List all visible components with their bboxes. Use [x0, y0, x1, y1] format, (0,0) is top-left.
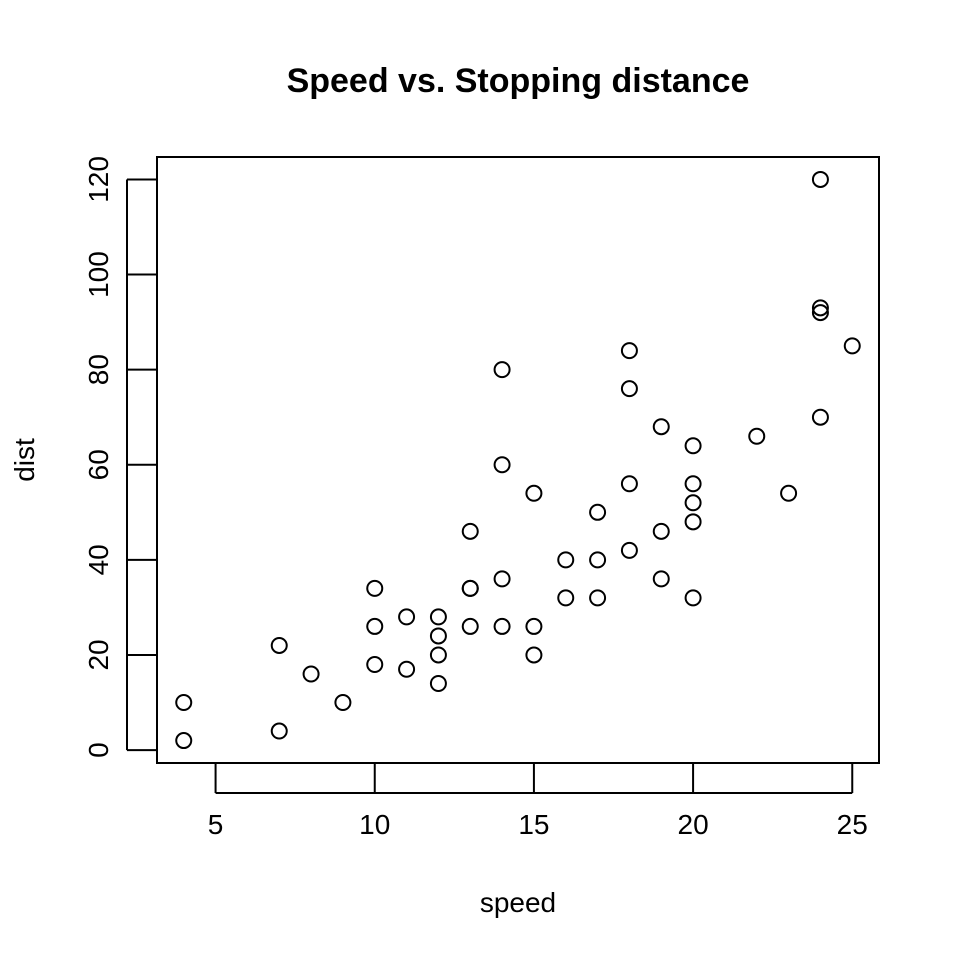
plot-frame [156, 156, 880, 764]
data-point [175, 732, 193, 750]
data-point [589, 551, 607, 569]
data-point [429, 646, 447, 664]
data-point [493, 361, 511, 379]
data-point [811, 304, 829, 322]
data-point [620, 475, 638, 493]
data-point [398, 608, 416, 626]
x-tick-label: 5 [208, 809, 224, 840]
data-point [429, 608, 447, 626]
x-axis: 5 10 15 20 25 [208, 763, 868, 840]
y-tick-label: 100 [83, 251, 114, 298]
chart-title: Speed vs. Stopping distance [287, 62, 750, 100]
data-point [684, 475, 702, 493]
data-points [175, 170, 861, 750]
data-point [748, 427, 766, 445]
y-tick-label: 40 [83, 544, 114, 575]
data-point [589, 589, 607, 607]
x-tick-label: 15 [518, 809, 549, 840]
data-point [461, 617, 479, 635]
x-axis-label: speed [480, 887, 556, 918]
data-point [525, 646, 543, 664]
data-point [366, 655, 384, 673]
data-point [843, 337, 861, 355]
data-point [461, 579, 479, 597]
data-point [334, 694, 352, 712]
data-point [398, 660, 416, 678]
x-tick-label: 10 [359, 809, 390, 840]
data-point [366, 579, 384, 597]
data-point [493, 456, 511, 474]
data-point [684, 589, 702, 607]
x-tick-label: 25 [837, 809, 868, 840]
data-point [684, 494, 702, 512]
data-point [461, 522, 479, 540]
data-point [557, 551, 575, 569]
data-point [429, 674, 447, 692]
data-point [780, 484, 798, 502]
data-point [525, 617, 543, 635]
data-point [493, 570, 511, 588]
data-point [366, 617, 384, 635]
data-point [811, 299, 829, 317]
data-point [684, 437, 702, 455]
y-tick-label: 80 [83, 354, 114, 385]
data-point [652, 522, 670, 540]
data-point [270, 636, 288, 654]
data-point [175, 694, 193, 712]
data-point [652, 570, 670, 588]
data-point [270, 722, 288, 740]
data-point [557, 589, 575, 607]
y-tick-label: 60 [83, 449, 114, 480]
data-point [429, 627, 447, 645]
data-point [811, 408, 829, 426]
data-point [493, 617, 511, 635]
y-axis: 0 20 40 60 80 100 120 [83, 156, 157, 758]
data-point [620, 342, 638, 360]
data-point [302, 665, 320, 683]
y-tick-label: 0 [83, 742, 114, 758]
data-point [620, 541, 638, 559]
data-point [620, 380, 638, 398]
data-point [525, 484, 543, 502]
data-point [684, 513, 702, 531]
data-point [589, 503, 607, 521]
y-tick-label: 120 [83, 156, 114, 203]
x-tick-label: 20 [678, 809, 709, 840]
y-axis-label: dist [9, 438, 40, 482]
data-point [652, 418, 670, 436]
data-point [811, 170, 829, 188]
y-tick-label: 20 [83, 639, 114, 670]
